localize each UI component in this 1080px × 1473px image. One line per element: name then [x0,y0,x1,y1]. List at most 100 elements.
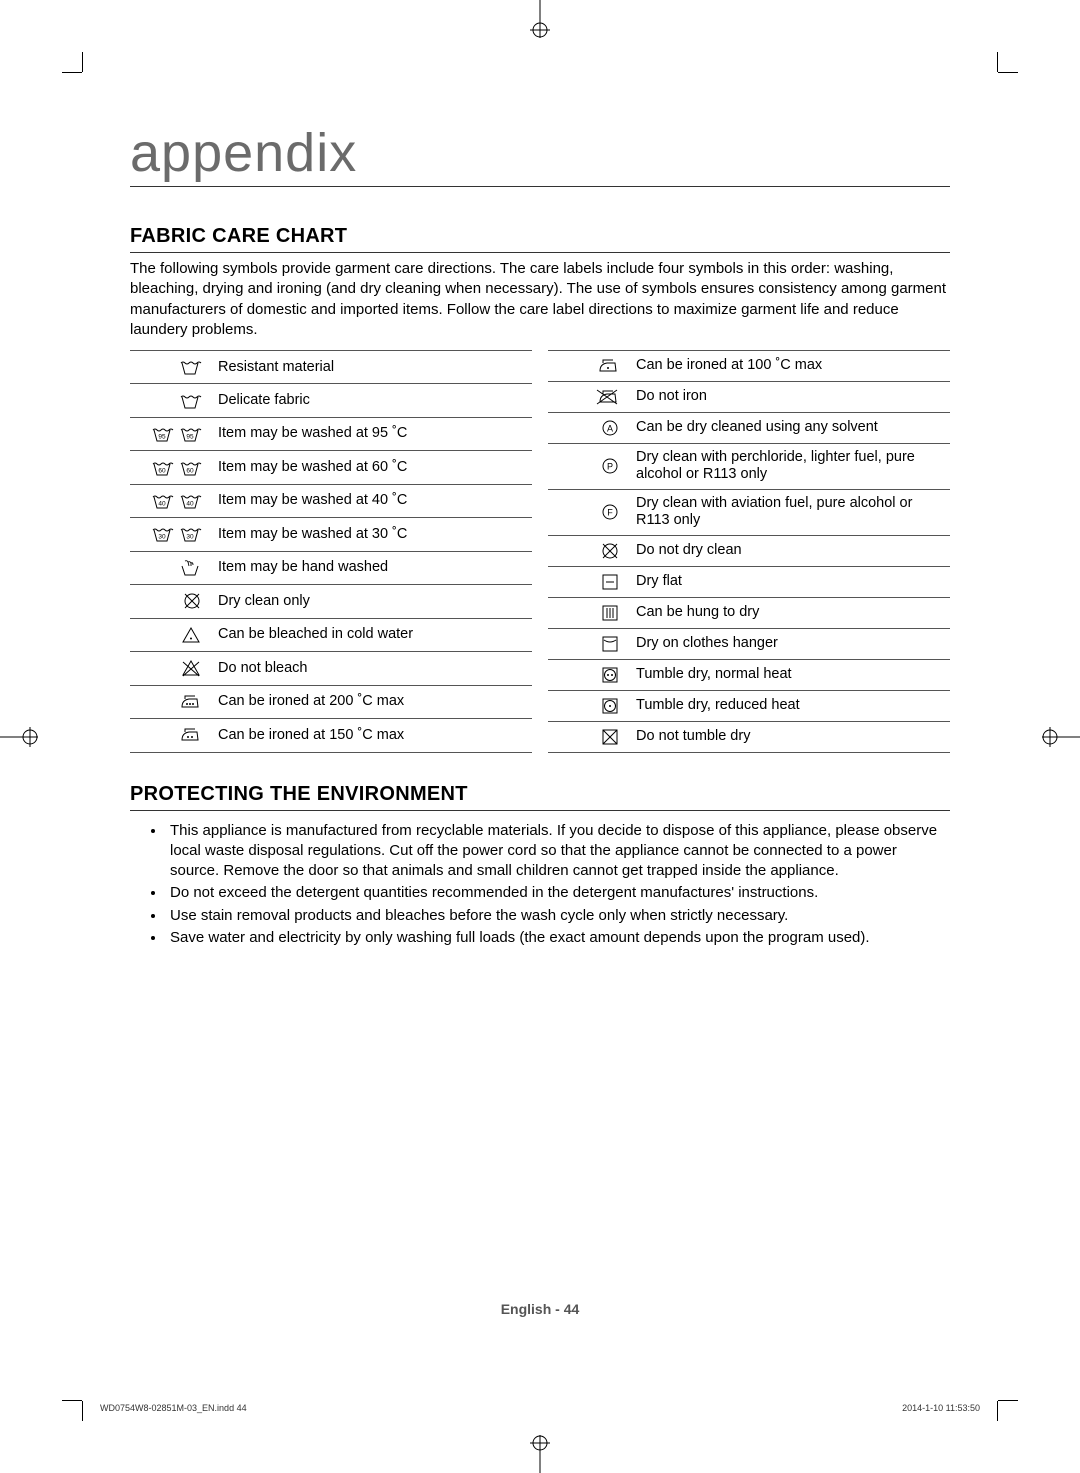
page-footer-center: English - 44 [0,1301,1080,1317]
square-lines-icon [548,597,630,628]
care-description: Dry on clothes hanger [630,628,950,659]
care-description: Can be ironed at 100 ˚C max [630,351,950,382]
circle-f-icon: F [548,489,630,535]
svg-text:95: 95 [158,434,166,441]
crop-mark [978,72,998,92]
table-row: Item may be hand washed [130,551,532,584]
table-row: P Dry clean with perchloride, lighter fue… [548,444,950,490]
table-row: Resistant material [130,351,532,384]
environment-list: This appliance is manufactured from recy… [130,821,950,949]
svg-text:30: 30 [186,534,194,541]
care-description: Tumble dry, reduced heat [630,690,950,721]
care-description: Do not iron [630,382,950,413]
care-description: Do not tumble dry [630,721,950,752]
care-description: Can be dry cleaned using any solvent [630,413,950,444]
care-description: Item may be hand washed [212,551,532,584]
table-row: Dry clean only [130,585,532,618]
table-row: A Can be dry cleaned using any solvent [548,413,950,444]
svg-text:60: 60 [158,467,166,474]
registration-mark-left [0,719,46,755]
footer-lang: English - [501,1301,564,1317]
care-description: Can be bleached in cold water [212,618,532,651]
list-item: This appliance is manufactured from recy… [166,821,950,882]
table-row: 40 40Item may be washed at 40 ˚C [130,484,532,517]
svg-text:F: F [607,508,613,518]
table-row: 30 30Item may be washed at 30 ˚C [130,518,532,551]
table-row: Can be hung to dry [548,597,950,628]
intro-paragraph: The following symbols provide garment ca… [130,259,950,340]
care-description: Item may be washed at 40 ˚C [212,484,532,517]
care-description: Dry clean only [212,585,532,618]
square-1dot-icon [548,690,630,721]
care-description: Item may be washed at 95 ˚C [212,417,532,450]
svg-text:P: P [607,462,613,472]
tub-icon [130,384,212,417]
square-2dot-icon [548,659,630,690]
table-row: Can be ironed at 100 ˚C max [548,351,950,382]
table-row: 95 95Item may be washed at 95 ˚C [130,417,532,450]
iron3-icon [130,685,212,718]
care-description: Resistant material [212,351,532,384]
care-description: Dry flat [630,566,950,597]
crop-mark [978,1381,998,1401]
care-description: Can be hung to dry [630,597,950,628]
square-dash-icon [548,566,630,597]
svg-text:A: A [607,424,613,434]
table-row: Do not bleach [130,652,532,685]
page-footer-right: 2014-1-10 11:53:50 [902,1403,980,1413]
table-row: Tumble dry, reduced heat [548,690,950,721]
care-description: Item may be washed at 30 ˚C [212,518,532,551]
list-item: Save water and electricity by only washi… [166,928,950,948]
page-title: appendix [130,122,950,187]
fabric-table-left: Resistant materialDelicate fabric95 95It… [130,350,532,753]
care-description: Do not bleach [212,652,532,685]
triangle-x-icon [130,652,212,685]
circle-p-icon: P [548,444,630,490]
table-row: Can be ironed at 150 ˚C max [130,718,532,752]
table-row: Tumble dry, normal heat [548,659,950,690]
table-row: Do not tumble dry [548,721,950,752]
square-arc-icon [548,628,630,659]
table-row: 60 60Item may be washed at 60 ˚C [130,451,532,484]
list-item: Use stain removal products and bleaches … [166,906,950,926]
tub40x2-icon: 40 40 [130,484,212,517]
table-row: Dry on clothes hanger [548,628,950,659]
iron2-icon [130,718,212,752]
care-description: Dry clean with aviation fuel, pure alcoh… [630,489,950,535]
tub60x2-icon: 60 60 [130,451,212,484]
care-description: Can be ironed at 150 ˚C max [212,718,532,752]
svg-text:60: 60 [186,467,194,474]
tub30x2-icon: 30 30 [130,518,212,551]
square-x-icon [548,721,630,752]
table-row: Delicate fabric [130,384,532,417]
tub-icon [130,351,212,384]
list-item: Do not exceed the detergent quantities r… [166,883,950,903]
fabric-care-chart: Resistant materialDelicate fabric95 95It… [130,350,950,753]
care-description: Can be ironed at 200 ˚C max [212,685,532,718]
care-description: Do not dry clean [630,535,950,566]
iron1-icon [548,351,630,382]
table-row: Can be ironed at 200 ˚C max [130,685,532,718]
table-row: Do not dry clean [548,535,950,566]
table-row: Can be bleached in cold water [130,618,532,651]
page-content: appendix FABRIC CARE CHART The following… [130,122,950,950]
svg-text:30: 30 [158,534,166,541]
table-row: Do not iron [548,382,950,413]
page-footer-left: WD0754W8-02851M-03_EN.indd 44 [100,1403,247,1413]
iron-x-icon [548,382,630,413]
svg-text:95: 95 [186,434,194,441]
section-heading-fabric: FABRIC CARE CHART [130,225,950,253]
table-row: Dry flat [548,566,950,597]
footer-page-number: 44 [564,1301,580,1317]
handwash-icon [130,551,212,584]
circle-a-icon: A [548,413,630,444]
care-description: Dry clean with perchloride, lighter fuel… [630,444,950,490]
care-description: Delicate fabric [212,384,532,417]
registration-mark-bottom [522,1427,558,1473]
crop-mark [82,1381,102,1401]
circle-x-icon [548,535,630,566]
table-row: F Dry clean with aviation fuel, pure alco… [548,489,950,535]
registration-mark-right [1034,719,1080,755]
care-description: Item may be washed at 60 ˚C [212,451,532,484]
tub95x2-icon: 95 95 [130,417,212,450]
